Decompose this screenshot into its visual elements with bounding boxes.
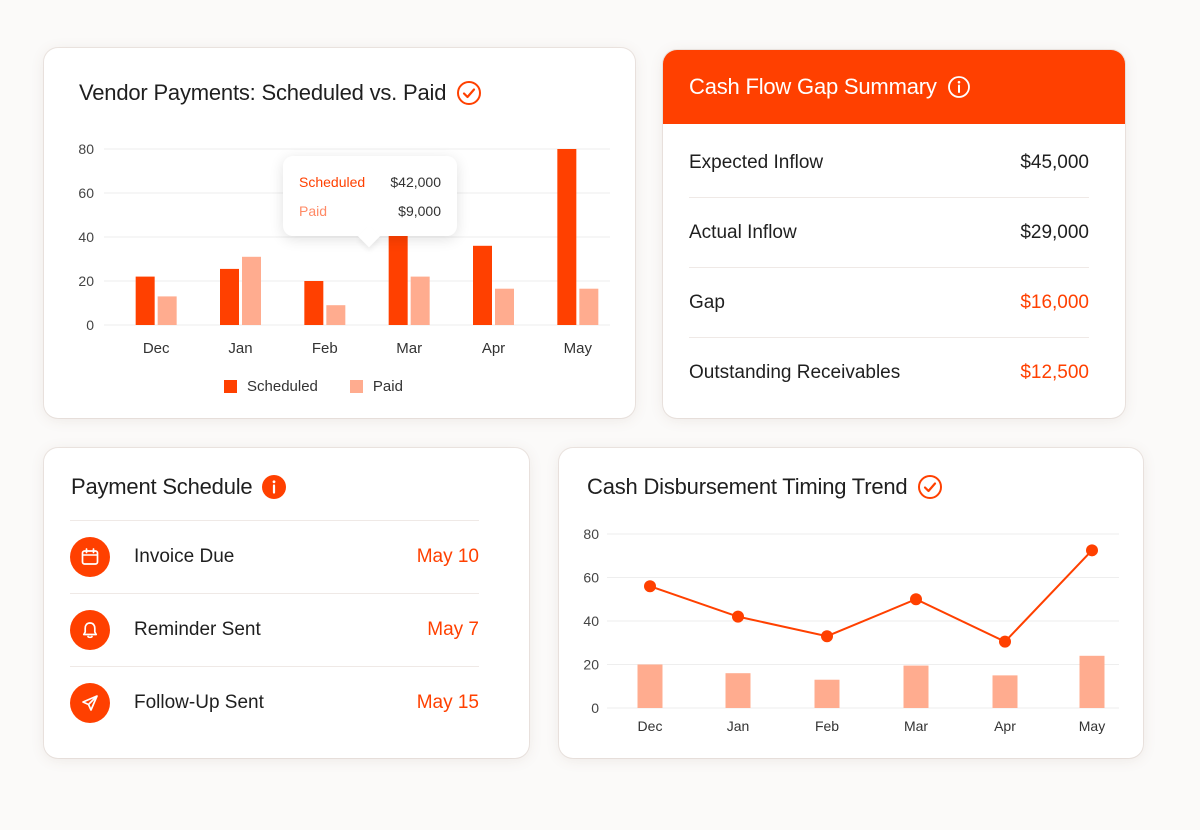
trend-point-feb (821, 630, 833, 643)
x-tick-label: Dec (143, 340, 170, 357)
bar-scheduled-dec (135, 276, 155, 325)
trend-bar-dec (637, 664, 663, 708)
bar-scheduled-mar (388, 232, 408, 325)
info-icon[interactable] (262, 475, 287, 499)
gap-row-gap: Gap $16,000 (689, 268, 1089, 338)
gap-row-actual-inflow: Actual Inflow $29,000 (689, 198, 1089, 268)
y-tick-label: 20 (583, 657, 599, 673)
info-icon[interactable] (947, 75, 971, 99)
cash-flow-gap-card: Cash Flow Gap Summary Expected Inflow $4… (663, 50, 1125, 418)
y-tick-label: 60 (583, 570, 599, 586)
x-tick-label: Jan (228, 340, 252, 357)
disbursement-trend-card: Cash Disbursement Timing Trend 0 20 40 60 80… (559, 448, 1143, 758)
trend-bar-feb (814, 679, 840, 708)
gap-card-title: Cash Flow Gap Summary (689, 74, 971, 100)
schedule-label: Follow-Up Sent (134, 692, 264, 713)
bar-paid-feb (326, 305, 346, 325)
tooltip-scheduled-label: Scheduled (299, 174, 366, 190)
tooltip-scheduled-value: $42,000 (390, 174, 441, 190)
gap-row-label: Expected Inflow (689, 151, 824, 173)
gap-card-header: Cash Flow Gap Summary (663, 50, 1125, 124)
bar-paid-may (579, 288, 599, 325)
trend-bar-may (1079, 655, 1105, 708)
bar-paid-dec (157, 296, 177, 325)
trend-point-mar (910, 593, 922, 606)
gap-row-value: $29,000 (1020, 221, 1089, 243)
y-tick-label: 60 (78, 185, 94, 201)
disbursement-trend-chart: 0 20 40 60 80 Dec Jan Feb Mar Apr May (583, 526, 1119, 734)
schedule-row-reminder-sent[interactable]: Reminder Sent May 7 (70, 593, 479, 666)
trend-bar-apr (992, 675, 1018, 708)
legend-paid[interactable]: Paid (349, 378, 403, 395)
vendor-payments-card: Vendor Payments: Scheduled vs. Paid 0 20 4… (44, 48, 635, 418)
chart-tooltip: Scheduled $42,000 Paid $9,000 (283, 156, 457, 236)
legend-label-scheduled: Scheduled (247, 378, 318, 395)
trend-bar-mar (903, 665, 929, 708)
payment-schedule-card: Payment Schedule Invoice Due May 10 Remi… (44, 448, 529, 758)
legend-label-paid: Paid (372, 378, 403, 395)
trend-point-dec (644, 580, 656, 593)
legend-swatch-scheduled (224, 380, 237, 393)
trend-line (649, 549, 1093, 643)
x-tick-label: May (1079, 718, 1105, 734)
bar-scheduled-may (557, 149, 577, 325)
x-tick-label: Apr (994, 718, 1016, 734)
bar-paid-apr (495, 288, 514, 325)
chart-legend: Scheduled Paid (224, 378, 403, 395)
tooltip-paid-label: Paid (299, 203, 328, 219)
y-tick-label: 80 (583, 526, 599, 542)
trend-point-apr (999, 635, 1011, 648)
gap-row-value: $45,000 (1020, 151, 1089, 173)
bar-scheduled-jan (220, 268, 239, 325)
gap-row-label: Gap (689, 291, 725, 313)
bar-scheduled-feb (304, 281, 324, 325)
calendar-icon (70, 537, 110, 577)
x-tick-label: Feb (815, 718, 839, 734)
trend-point-may (1086, 544, 1098, 557)
vendor-payments-title: Vendor Payments: Scheduled vs. Paid (79, 80, 482, 106)
gap-row-label: Outstanding Receivables (689, 362, 901, 383)
y-tick-label: 0 (591, 700, 599, 716)
x-tick-label: Feb (312, 340, 338, 357)
schedule-label: Reminder Sent (134, 619, 261, 640)
x-tick-label: Mar (904, 718, 928, 734)
gap-row-expected-inflow: Expected Inflow $45,000 (689, 128, 1089, 198)
check-circle-icon (457, 81, 482, 105)
x-tick-label: Mar (396, 340, 422, 357)
x-tick-label: Jan (727, 718, 750, 734)
schedule-date: May 7 (427, 619, 479, 640)
x-tick-label: Dec (638, 718, 663, 734)
y-tick-label: 80 (78, 141, 94, 157)
send-icon (70, 683, 110, 723)
bar-paid-jan (242, 256, 261, 325)
schedule-row-invoice-due[interactable]: Invoice Due May 10 (70, 520, 479, 593)
gap-row-value: $16,000 (1020, 291, 1089, 313)
y-tick-label: 40 (583, 613, 599, 629)
gap-row-value: $12,500 (1020, 362, 1089, 383)
check-circle-icon (918, 475, 943, 499)
schedule-row-follow-up-sent[interactable]: Follow-Up Sent May 15 (70, 666, 479, 739)
y-tick-label: 40 (78, 229, 94, 245)
payment-schedule-title: Payment Schedule (71, 474, 287, 500)
x-tick-label: May (564, 340, 593, 357)
bar-scheduled-apr (473, 245, 492, 325)
tooltip-paid-value: $9,000 (398, 203, 441, 219)
legend-swatch-paid (349, 380, 363, 393)
gap-row-label: Actual Inflow (689, 221, 797, 243)
bar-paid-mar (410, 276, 430, 325)
schedule-date: May 10 (416, 546, 479, 567)
y-tick-label: 20 (78, 273, 94, 289)
trend-bar-jan (725, 673, 751, 708)
bell-icon (70, 610, 110, 650)
y-tick-label: 0 (86, 317, 94, 333)
schedule-label: Invoice Due (134, 546, 235, 567)
trend-point-jan (732, 610, 744, 623)
gap-row-outstanding-receivables: Outstanding Receivables $12,500 (689, 338, 1089, 408)
disbursement-trend-title: Cash Disbursement Timing Trend (587, 474, 943, 500)
schedule-date: May 15 (416, 692, 479, 713)
legend-scheduled[interactable]: Scheduled (224, 378, 318, 395)
x-tick-label: Apr (482, 340, 505, 357)
